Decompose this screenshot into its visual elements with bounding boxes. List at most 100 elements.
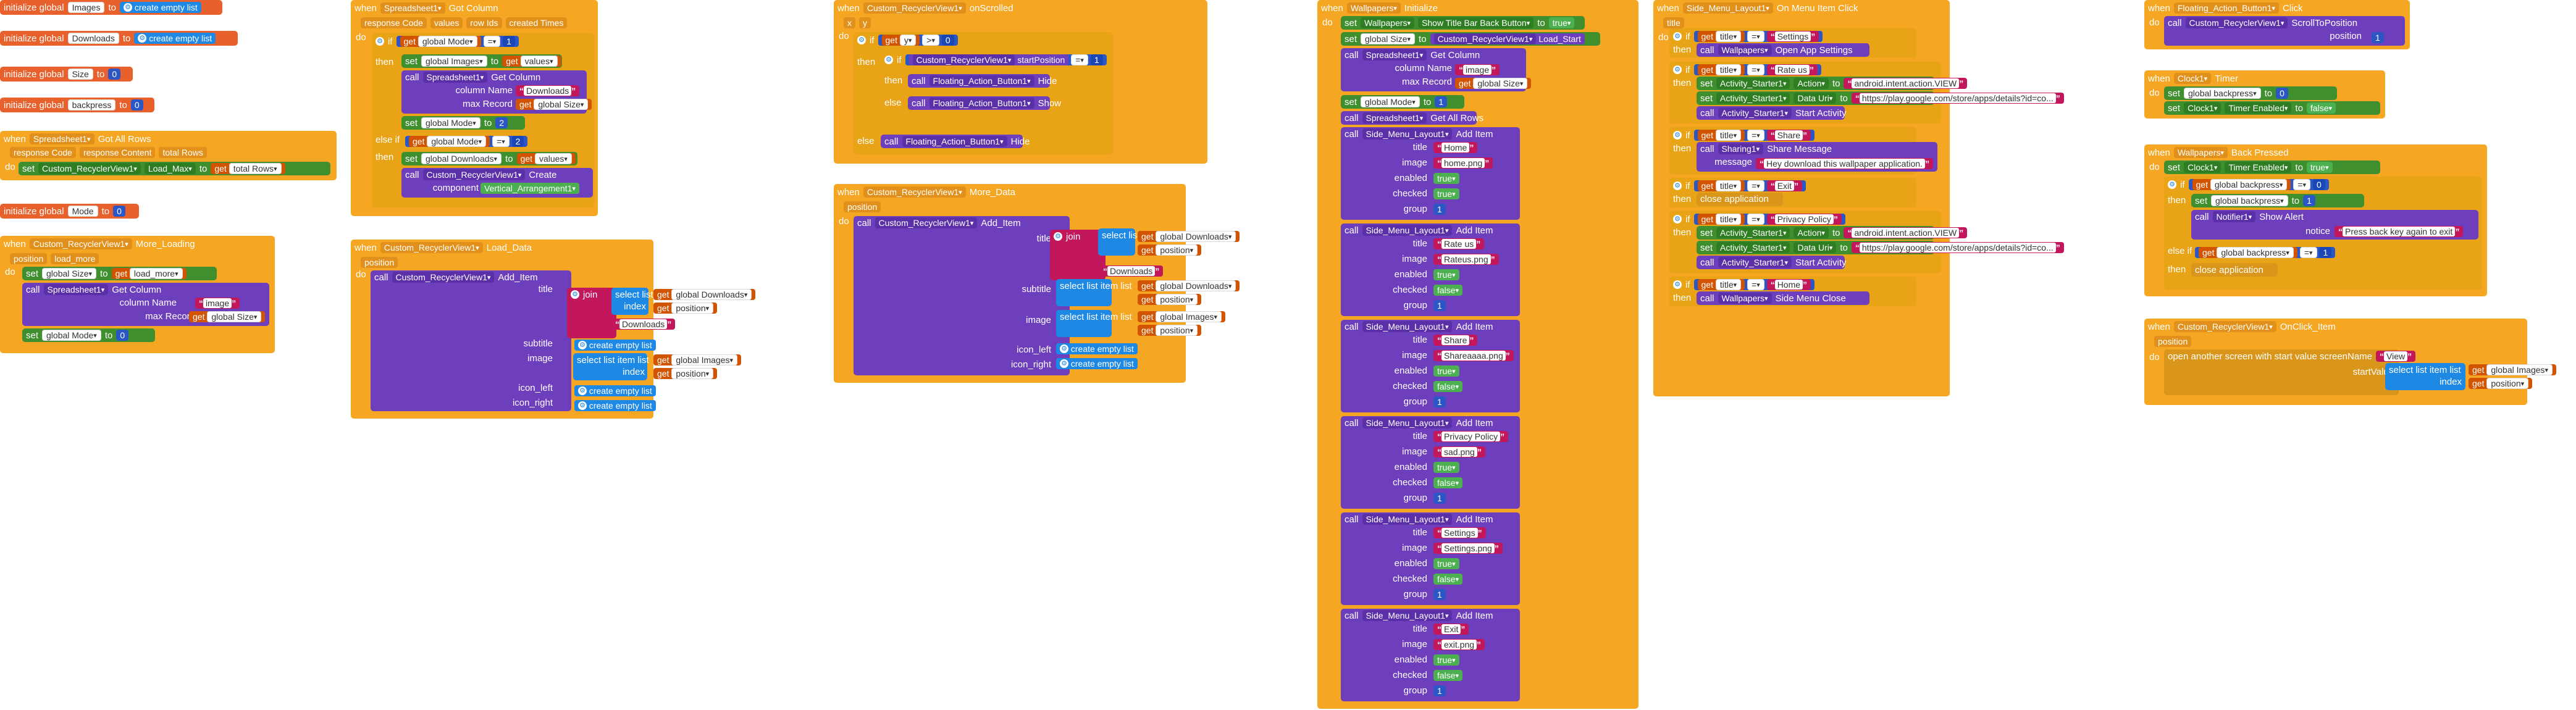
number-block[interactable]: 0: [130, 99, 143, 111]
gear-icon[interactable]: ⚙: [571, 290, 579, 299]
event-more-loading[interactable]: when Custom_RecyclerView1 More_Loading p…: [0, 236, 275, 353]
global-name-backpress[interactable]: backpress: [67, 99, 116, 111]
operator[interactable]: =: [1747, 214, 1764, 225]
menu-item-group[interactable]: 1: [1433, 396, 1446, 407]
gear-icon[interactable]: ⚙: [1673, 182, 1682, 190]
create-empty-list-block[interactable]: ⚙ create empty list: [120, 2, 201, 13]
call-add-item[interactable]: call Side_Menu_Layout1 Add Item title im…: [1341, 512, 1520, 605]
event-load-data[interactable]: when Custom_RecyclerView1 Load_Data posi…: [351, 240, 756, 419]
event-clock-timer[interactable]: when Clock1 Timer do set global backpres…: [2144, 70, 2385, 119]
get-load-more[interactable]: get load_more: [111, 268, 187, 279]
component-name[interactable]: Wallpapers: [1718, 44, 1772, 56]
operator[interactable]: =: [1747, 31, 1764, 42]
component-fab[interactable]: Floating_Action_Button1: [2173, 2, 2279, 14]
call-get-column[interactable]: call Spreadsheet1 Get Column column Name…: [1341, 48, 1532, 91]
set-global-downloads[interactable]: set global Downloads to get values: [401, 152, 577, 165]
component-spreadsheet1[interactable]: Spreadsheet1: [380, 2, 445, 14]
gear-icon[interactable]: ⚙: [1673, 280, 1682, 289]
call-add-item[interactable]: call Side_Menu_Layout1 Add Item title im…: [1341, 609, 1520, 701]
menu-item-image[interactable]: “Rateus.png”: [1433, 254, 1499, 265]
menu-item-enabled[interactable]: true: [1433, 173, 1459, 184]
call-add-item[interactable]: call Custom_RecyclerView1 Add_Item title…: [371, 270, 571, 411]
param-total-rows[interactable]: total Rows: [159, 147, 207, 158]
compare-block[interactable]: get global Mode = 2: [405, 136, 528, 147]
menu-item-title[interactable]: “Exit”: [1433, 624, 1469, 635]
menu-item-checked[interactable]: false: [1433, 381, 1463, 392]
component-recycler[interactable]: Custom_RecyclerView1: [2173, 321, 2276, 332]
call-get-column[interactable]: call Spreadsheet1 Get Column column Name…: [401, 70, 592, 114]
component-wallpapers[interactable]: Wallpapers: [1346, 2, 1401, 14]
join-block[interactable]: ⚙ join: [1050, 230, 1105, 280]
string-block[interactable]: “Privacy Policy”: [1766, 214, 1842, 225]
get-global-images[interactable]: get global Images: [2469, 364, 2557, 375]
set-global-mode[interactable]: set global Mode to 2: [401, 116, 525, 130]
compare-block[interactable]: get title = “Exit”: [1693, 180, 1806, 191]
call-start-activity[interactable]: call Activity_Starter1Start Activity: [1697, 106, 1847, 120]
get-global-size[interactable]: get global Size: [189, 311, 266, 322]
get-global-images[interactable]: get global Images: [653, 354, 742, 365]
select-list-item[interactable]: select list item list index: [573, 353, 649, 380]
call-share-message[interactable]: call Sharing1Share Message message “Hey dow…: [1697, 142, 1937, 172]
global-downloads-init[interactable]: initialize global Downloads to ⚙ create …: [0, 31, 238, 46]
event-more-data[interactable]: when Custom_RecyclerView1 More_Data posi…: [834, 184, 1240, 383]
var-title[interactable]: title: [1715, 31, 1742, 42]
global-images-init[interactable]: initialize global Images to ⚙ create emp…: [0, 0, 222, 15]
string-block[interactable]: “image”: [195, 298, 240, 309]
get-position[interactable]: get position: [1138, 244, 1202, 256]
call-add-item[interactable]: call Custom_RecyclerView1 Add_Item title…: [854, 216, 1070, 375]
param-response-code[interactable]: response Code: [361, 17, 427, 28]
component-name[interactable]: Activity_Starter1: [1716, 78, 1790, 89]
event-got-all-rows[interactable]: when Spreadsheet1 Got All Rows response …: [0, 131, 337, 180]
menu-item-image[interactable]: “home.png”: [1433, 157, 1493, 169]
component-side-menu[interactable]: Side_Menu_Layout1: [1682, 2, 1773, 14]
component-spreadsheet1[interactable]: Spreadsheet1: [43, 284, 109, 295]
set-global-size[interactable]: set global Size to get load_more: [22, 267, 217, 280]
var-title[interactable]: title: [1715, 64, 1742, 75]
param-y[interactable]: y: [859, 17, 871, 28]
call-get-column[interactable]: call Spreadsheet1 Get Column column Name…: [22, 283, 269, 326]
menu-item-image[interactable]: “Settings.png”: [1433, 543, 1503, 554]
get-title[interactable]: get title: [1697, 279, 1745, 290]
param-row-ids[interactable]: row Ids: [466, 17, 502, 28]
compare-block[interactable]: get title = “Settings”: [1693, 31, 1823, 42]
gear-icon[interactable]: ⚙: [138, 34, 147, 43]
event-on-scrolled[interactable]: when Custom_RecyclerView1 onScrolled x y…: [834, 0, 1207, 164]
set-load-max-block[interactable]: set Custom_RecyclerView1 Load_Max to get…: [19, 162, 330, 175]
menu-item-enabled[interactable]: true: [1433, 269, 1459, 280]
menu-item-checked[interactable]: false: [1433, 477, 1463, 488]
var-global-mode[interactable]: global Mode: [42, 330, 101, 341]
select-list-item[interactable]: select list item list: [1098, 228, 1174, 256]
string-block[interactable]: “https://play.google.com/store/apps/deta…: [1851, 93, 2064, 104]
get-position[interactable]: get position: [653, 303, 718, 314]
menu-item-title[interactable]: “Rate us”: [1433, 238, 1485, 249]
property-name[interactable]: Data Uri: [1794, 242, 1837, 253]
component-name[interactable]: Activity_Starter1: [1716, 227, 1790, 238]
get-global-downloads[interactable]: get global Downloads: [1138, 231, 1240, 242]
number-block[interactable]: 0: [108, 69, 121, 80]
global-name-images[interactable]: Images: [67, 2, 105, 13]
compare-block[interactable]: get title = “Share”: [1693, 130, 1815, 141]
menu-item-checked[interactable]: true: [1433, 188, 1459, 199]
operator[interactable]: =: [1747, 279, 1764, 290]
set-global-mode[interactable]: set global Mode to 1: [1341, 95, 1464, 109]
component-recycler[interactable]: Custom_RecyclerView1: [380, 242, 483, 253]
string-block[interactable]: “android.intent.action.VIEW”: [1844, 227, 1968, 238]
create-empty-list-block[interactable]: ⚙ create empty list: [1056, 343, 1138, 354]
event-got-column[interactable]: when Spreadsheet1 Got Column response Co…: [351, 0, 598, 216]
component-recycler[interactable]: Custom_RecyclerView1: [863, 2, 966, 14]
param-response-content[interactable]: response Content: [79, 147, 156, 158]
menu-item-title[interactable]: “Privacy Policy”: [1433, 431, 1509, 442]
component-name[interactable]: Activity_Starter1: [1718, 107, 1792, 119]
create-empty-list-block[interactable]: ⚙ create empty list: [134, 33, 216, 44]
component-wallpapers[interactable]: Wallpapers: [2173, 147, 2228, 158]
nested-if[interactable]: ⚙ if Custom_RecyclerView1 startPosition …: [881, 52, 1109, 130]
menu-item-enabled[interactable]: true: [1433, 654, 1459, 666]
